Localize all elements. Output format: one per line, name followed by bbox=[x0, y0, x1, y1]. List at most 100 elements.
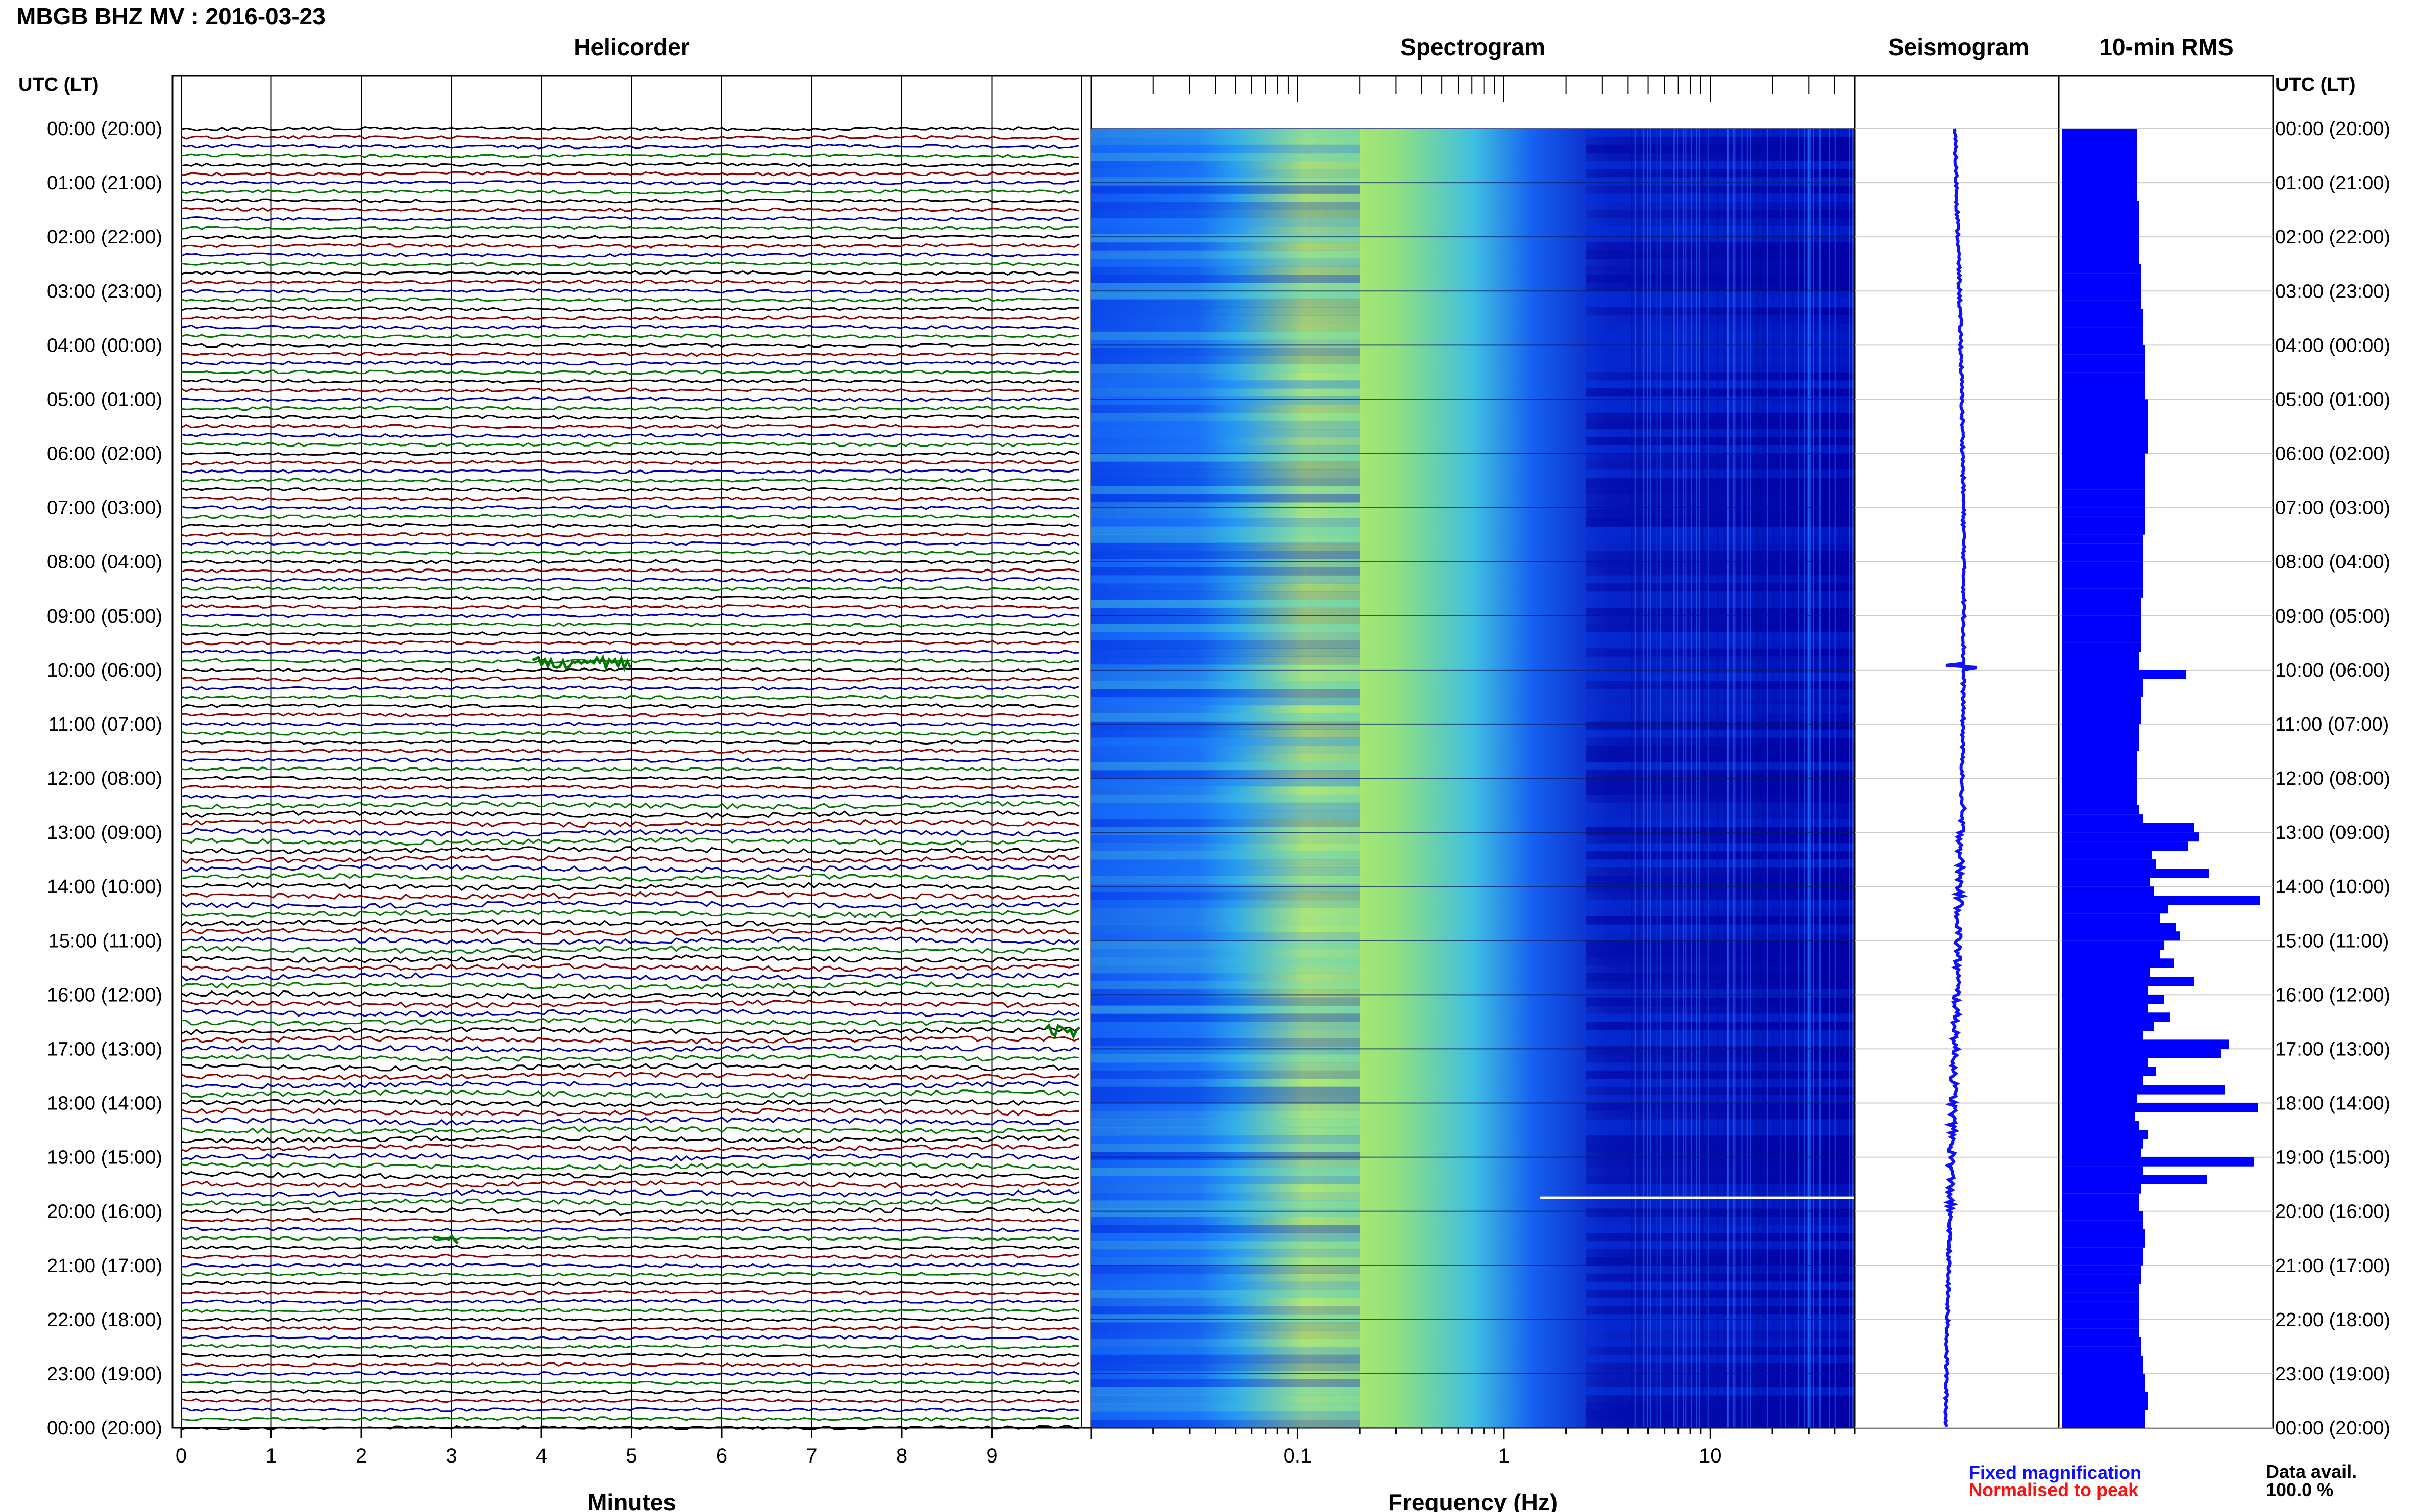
rms-bar bbox=[2062, 300, 2141, 310]
time-label-right: 06:00 (02:00) bbox=[2275, 443, 2390, 465]
helicorder-trace bbox=[181, 604, 1080, 609]
time-label-left: 14:00 (10:00) bbox=[47, 876, 162, 898]
spectrogram-row bbox=[1091, 607, 1360, 616]
spectrogram-row bbox=[1586, 339, 1855, 349]
helicorder-trace bbox=[181, 378, 1080, 384]
helicorder-trace bbox=[181, 514, 1080, 519]
spectrogram-row bbox=[1091, 778, 1360, 787]
helicorder-trace bbox=[181, 1054, 1080, 1062]
spectrogram-row bbox=[1586, 1249, 1855, 1258]
helicorder-trace bbox=[181, 1171, 1080, 1180]
spectrogram-row bbox=[1586, 876, 1855, 884]
spectrogram-row bbox=[1091, 478, 1360, 486]
spectrogram-row bbox=[1091, 437, 1360, 446]
helicorder-trace bbox=[181, 1317, 1080, 1323]
spectrogram-row bbox=[1586, 469, 1855, 478]
x-tick-label: 6 bbox=[716, 1445, 727, 1467]
helicorder-trace bbox=[181, 1035, 1080, 1045]
spectrogram-row bbox=[1091, 729, 1360, 738]
helicorder-trace bbox=[181, 954, 1080, 963]
helicorder-trace bbox=[181, 126, 1080, 132]
spectrogram-row bbox=[1586, 234, 1855, 243]
rms-bar bbox=[2062, 1130, 2148, 1139]
spectrogram-row bbox=[1091, 762, 1360, 771]
helicorder-trace bbox=[181, 819, 1080, 828]
rms-bar bbox=[2062, 760, 2137, 770]
rms-bar bbox=[2062, 561, 2143, 571]
spectrogram-row bbox=[1091, 412, 1360, 422]
rms-bar bbox=[2062, 706, 2141, 715]
spectrogram-row bbox=[1091, 461, 1360, 470]
spectrogram-row bbox=[1091, 965, 1360, 974]
spectrogram-row bbox=[1091, 932, 1360, 941]
seismogram-panel bbox=[1854, 75, 2060, 1429]
rms-bar bbox=[2062, 1419, 2145, 1428]
spectrogram-row bbox=[1586, 770, 1855, 779]
spectrogram-row bbox=[1586, 997, 1855, 1006]
rms-bar bbox=[2062, 769, 2137, 779]
rms-bar bbox=[2062, 390, 2145, 400]
rms-bar bbox=[2062, 237, 2139, 246]
helicorder-trace bbox=[181, 369, 1080, 375]
helicorder-trace bbox=[181, 351, 1080, 357]
spectrogram-row bbox=[1586, 299, 1855, 308]
spectrogram-row bbox=[1586, 202, 1855, 210]
helicorder-trace bbox=[181, 459, 1080, 465]
helicorder-trace bbox=[181, 1062, 1080, 1072]
time-label-right: 00:00 (20:00) bbox=[2275, 1418, 2390, 1439]
spectrogram-row bbox=[1091, 624, 1360, 633]
spectrogram-row bbox=[1586, 615, 1855, 625]
helicorder-trace bbox=[181, 794, 1080, 799]
spectrogram-row bbox=[1091, 177, 1360, 186]
spectrogram-row bbox=[1091, 973, 1360, 982]
spectrogram-row bbox=[1091, 307, 1360, 316]
rms-bar bbox=[2062, 183, 2137, 192]
spectrogram-row bbox=[1091, 1030, 1360, 1038]
x-tick-label: 3 bbox=[446, 1445, 457, 1467]
spectrogram-row bbox=[1091, 218, 1360, 227]
helicorder-trace bbox=[181, 1308, 1080, 1313]
spectrogram-row bbox=[1586, 502, 1855, 511]
spectrogram-row bbox=[1586, 689, 1855, 698]
spectrogram-row bbox=[1586, 567, 1855, 576]
helicorder-trace bbox=[181, 496, 1080, 502]
rms-bar bbox=[2062, 453, 2145, 463]
spectrogram-row bbox=[1091, 356, 1360, 364]
helicorder-trace bbox=[181, 963, 1080, 973]
helicorder-trace bbox=[181, 972, 1080, 981]
helicorder-trace bbox=[181, 918, 1080, 927]
spectrogram-row bbox=[1091, 883, 1360, 893]
seismic-event bbox=[532, 654, 632, 673]
spectrogram-row bbox=[1091, 559, 1360, 567]
seismogram-title: Seismogram bbox=[1888, 34, 2029, 60]
time-label-left: 13:00 (09:00) bbox=[47, 822, 162, 844]
spectrogram-row bbox=[1091, 599, 1360, 608]
spectrogram-row bbox=[1091, 908, 1360, 916]
helicorder-trace bbox=[181, 1117, 1080, 1126]
time-label-left: 10:00 (06:00) bbox=[47, 660, 162, 681]
spectrogram-row bbox=[1091, 575, 1360, 584]
time-label-right: 15:00 (11:00) bbox=[2275, 930, 2389, 952]
spectrogram-row bbox=[1091, 713, 1360, 722]
spectrogram-row bbox=[1091, 136, 1360, 145]
helicorder-trace bbox=[181, 288, 1080, 294]
rms-bar bbox=[2062, 571, 2143, 580]
spectrogram-row bbox=[1586, 1322, 1855, 1331]
rms-bar bbox=[2062, 985, 2148, 995]
helicorder-trace bbox=[181, 809, 1080, 819]
helicorder-trace bbox=[181, 837, 1080, 846]
spectrogram-row bbox=[1091, 1314, 1360, 1323]
spectrogram-row bbox=[1586, 210, 1855, 218]
helicorder-trace bbox=[181, 279, 1080, 285]
helicorder-trace bbox=[181, 685, 1080, 691]
spectrogram-row bbox=[1091, 989, 1360, 998]
rms-bar bbox=[2062, 435, 2148, 445]
spectrogram-row bbox=[1091, 754, 1360, 762]
helicorder-trace bbox=[181, 1026, 1080, 1035]
spectrogram-row bbox=[1091, 1159, 1360, 1169]
spectrogram-row bbox=[1586, 1290, 1855, 1298]
rms-bar bbox=[2062, 741, 2139, 751]
rms-bar bbox=[2062, 246, 2139, 256]
spectrogram-row bbox=[1091, 283, 1360, 291]
rms-bar bbox=[2062, 1410, 2145, 1420]
